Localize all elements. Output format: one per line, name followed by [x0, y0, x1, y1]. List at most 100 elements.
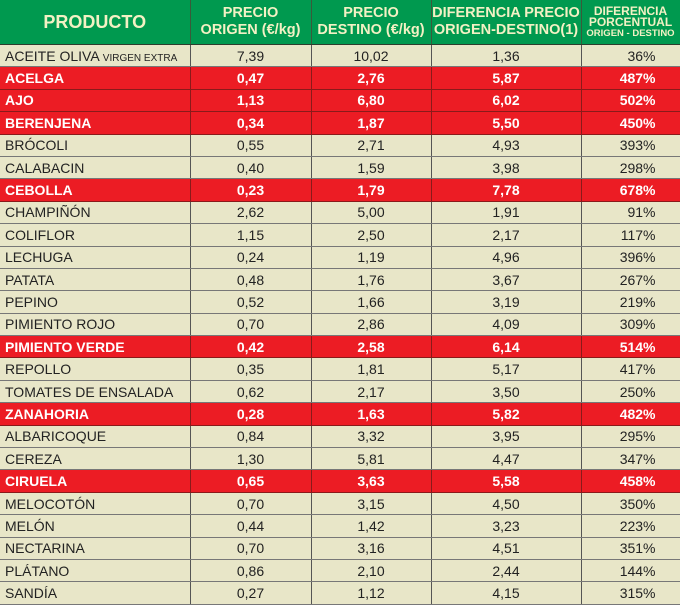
diferencia: 4,50	[492, 495, 520, 512]
precio-destino-cell: 1,81	[311, 357, 432, 381]
diferencia-porcentual-cell: 417%	[581, 357, 680, 381]
diferencia: 5,82	[492, 405, 520, 422]
product-name: CALABACIN	[5, 159, 85, 176]
diferencia-cell: 5,17	[431, 357, 582, 381]
diferencia-porcentual: 309%	[619, 316, 656, 333]
diferencia: 3,67	[492, 271, 520, 288]
table-row: ALBARICOQUE 0,84 3,32 3,95 295%	[0, 425, 680, 449]
diferencia-cell: 3,95	[431, 425, 582, 449]
header-row: PRODUCTO PRECIO ORIGEN (€/kg) PRECIO DESTI…	[0, 0, 680, 45]
product-name: TOMATES DE ENSALADA	[5, 383, 174, 400]
header-producto: PRODUCTO	[0, 0, 191, 45]
precio-origen: 1,30	[236, 450, 265, 467]
diferencia: 4,96	[492, 249, 520, 266]
product-name-cell: ACEITE OLIVA VIRGEN EXTRA	[0, 44, 191, 68]
diferencia-porcentual: 458%	[619, 473, 656, 490]
table-row: CHAMPIÑÓN 2,62 5,00 1,91 91%	[0, 201, 680, 225]
precio-origen-cell: 0,42	[190, 335, 312, 359]
diferencia-porcentual: 298%	[619, 159, 656, 176]
precio-destino-cell: 1,79	[311, 178, 432, 202]
product-name-cell: CHAMPIÑÓN	[0, 201, 191, 225]
product-name: BERENJENA	[5, 114, 92, 131]
precio-origen-cell: 0,35	[190, 357, 312, 381]
diferencia-cell: 5,58	[431, 469, 582, 493]
table-row: REPOLLO 0,35 1,81 5,17 417%	[0, 357, 680, 381]
precio-origen-cell: 1,30	[190, 447, 312, 471]
diferencia-cell: 5,82	[431, 402, 582, 426]
precio-destino-cell: 2,50	[311, 223, 432, 247]
header-line: PRECIO	[222, 5, 279, 21]
table-row: CEBOLLA 0,23 1,79 7,78 678%	[0, 178, 680, 202]
product-name: MELOCOTÓN	[5, 495, 96, 512]
precio-origen-cell: 1,13	[190, 89, 312, 113]
product-name-cell: PEPINO	[0, 290, 191, 314]
precio-origen: 2,62	[236, 204, 265, 221]
diferencia-porcentual-cell: 295%	[581, 425, 680, 449]
diferencia-porcentual: 91%	[627, 204, 656, 221]
diferencia: 4,15	[492, 585, 520, 602]
precio-destino: 2,50	[357, 226, 385, 243]
diferencia-porcentual: 36%	[627, 47, 656, 64]
product-name-cell: ACELGA	[0, 66, 191, 90]
precio-destino: 1,81	[357, 361, 385, 378]
precio-origen-cell: 0,62	[190, 380, 312, 404]
diferencia-porcentual-cell: 267%	[581, 268, 680, 292]
precio-destino-cell: 3,63	[311, 469, 432, 493]
product-name-cell: CIRUELA	[0, 469, 191, 493]
precio-origen: 0,65	[236, 473, 265, 490]
diferencia-cell: 4,50	[431, 492, 582, 516]
product-name: MELÓN	[5, 517, 55, 534]
diferencia-porcentual: 396%	[619, 249, 656, 266]
diferencia: 2,17	[492, 226, 520, 243]
diferencia-porcentual: 250%	[619, 383, 656, 400]
diferencia: 4,51	[492, 540, 520, 557]
product-name: PEPINO	[5, 293, 58, 310]
table-row: NECTARINA 0,70 3,16 4,51 351%	[0, 537, 680, 560]
precio-destino-cell: 2,86	[311, 313, 432, 337]
precio-origen: 0,35	[236, 361, 265, 378]
precio-destino: 2,17	[357, 383, 385, 400]
diferencia-cell: 4,47	[431, 447, 582, 471]
diferencia: 6,14	[492, 338, 520, 355]
precio-origen-cell: 0,44	[190, 514, 312, 538]
diferencia-cell: 1,36	[431, 44, 582, 68]
diferencia-cell: 3,19	[431, 290, 582, 314]
precio-destino: 2,71	[357, 137, 385, 154]
precio-origen: 0,48	[236, 271, 265, 288]
product-name-cell: ALBARICOQUE	[0, 425, 191, 449]
product-name-cell: PIMIENTO ROJO	[0, 313, 191, 337]
precio-destino-cell: 1,87	[311, 111, 432, 135]
diferencia-porcentual-cell: 482%	[581, 402, 680, 426]
diferencia-porcentual: 450%	[619, 114, 656, 131]
product-name: CHAMPIÑÓN	[5, 204, 91, 221]
precio-origen: 0,70	[236, 540, 265, 557]
product-name: ACEITE OLIVA	[5, 47, 99, 64]
diferencia: 4,09	[492, 316, 520, 333]
precio-destino: 10,02	[353, 47, 389, 64]
product-name-cell: PLÁTANO	[0, 559, 191, 583]
header-line: DESTINO (€/kg)	[317, 22, 425, 38]
precio-destino: 1,87	[357, 114, 385, 131]
product-name-cell: MELOCOTÓN	[0, 492, 191, 516]
precio-origen: 1,15	[236, 226, 265, 243]
diferencia-porcentual-cell: 298%	[581, 156, 680, 180]
diferencia-porcentual: 315%	[619, 585, 656, 602]
precio-destino-cell: 1,66	[311, 290, 432, 314]
diferencia-porcentual-cell: 219%	[581, 290, 680, 314]
precio-origen-cell: 0,70	[190, 492, 312, 516]
diferencia-cell: 5,87	[431, 66, 582, 90]
product-name-cell: LECHUGA	[0, 246, 191, 269]
precio-origen: 0,27	[236, 585, 265, 602]
precio-destino-cell: 2,58	[311, 335, 432, 359]
precio-destino: 1,42	[357, 517, 385, 534]
table-row: PIMIENTO ROJO 0,70 2,86 4,09 309%	[0, 313, 680, 337]
table-row: MELÓN 0,44 1,42 3,23 223%	[0, 514, 680, 538]
product-name: SANDÍA	[5, 585, 58, 602]
diferencia-porcentual-cell: 350%	[581, 492, 680, 516]
product-name-cell: AJO	[0, 89, 191, 113]
precio-origen-cell: 0,84	[190, 425, 312, 449]
precio-origen: 0,84	[236, 428, 265, 445]
product-name: ALBARICOQUE	[5, 428, 107, 445]
precio-origen-cell: 1,15	[190, 223, 312, 247]
product-name: CEBOLLA	[5, 182, 73, 199]
